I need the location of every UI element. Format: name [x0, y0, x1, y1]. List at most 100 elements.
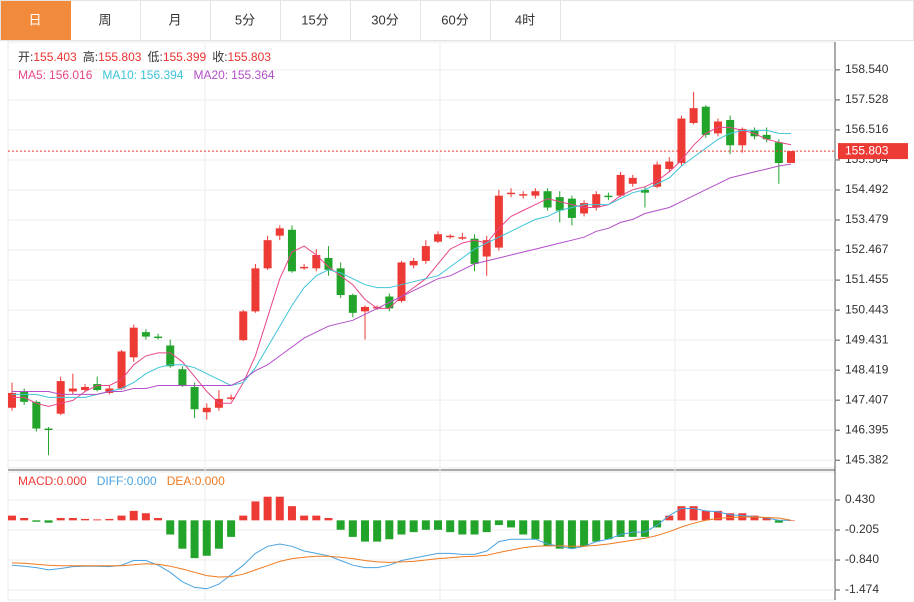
candle-body: [458, 237, 467, 239]
candle-body: [701, 106, 710, 135]
macd-bar: [373, 520, 382, 542]
macd-bar: [8, 515, 16, 521]
macd-bar: [653, 520, 662, 528]
macd-bar: [665, 515, 674, 521]
macd-bar: [32, 520, 41, 522]
macd-bar: [470, 520, 479, 535]
tab[interactable]: 周: [98, 12, 111, 27]
macd-bar: [543, 520, 552, 547]
ohlc-label: 低:: [147, 50, 162, 64]
macd-line: [11, 516, 792, 578]
ohlc-value: 155.403: [33, 50, 77, 64]
macd-bar: [214, 520, 223, 549]
candle-body: [141, 332, 150, 337]
candle-body: [726, 120, 735, 146]
macd-bar: [446, 520, 455, 533]
y-tick-label: 147.407: [845, 392, 889, 406]
macd-bar: [129, 510, 138, 521]
macd-bar: [287, 506, 296, 521]
macd-bar: [397, 520, 406, 535]
tab[interactable]: 5分: [235, 12, 255, 27]
ma-line: [12, 129, 792, 398]
candle-body: [324, 257, 333, 270]
last-price-label: 155.803: [845, 143, 889, 157]
tab[interactable]: 15分: [301, 12, 328, 27]
ohlc-label: 收:: [212, 50, 227, 64]
candle-body: [336, 268, 345, 296]
candle-body: [312, 255, 321, 269]
ohlc-label: 高:: [83, 49, 98, 64]
y-tick-label: 158.540: [845, 62, 889, 76]
tab-bar: [0, 0, 914, 41]
candle-body: [519, 194, 528, 196]
ohlc-legend: 开:155.403 高:155.803 低:155.399 收:155.803: [18, 49, 271, 64]
macd-bar: [56, 517, 65, 521]
macd-bar: [360, 520, 369, 542]
ohlc-value: 155.399: [163, 50, 207, 64]
macd-bar: [640, 520, 649, 537]
candle-body: [531, 191, 540, 196]
tab[interactable]: 4时: [515, 12, 535, 27]
macd-bar: [494, 520, 503, 526]
macd-bar: [93, 519, 102, 521]
candle-body: [300, 266, 309, 269]
macd-bar: [604, 520, 613, 540]
candle-body: [32, 401, 41, 429]
candle-body: [117, 351, 126, 389]
candle-body: [580, 203, 589, 214]
macd-bar: [713, 510, 722, 521]
ma-line: [12, 163, 792, 395]
macd-bar: [762, 517, 771, 521]
macd-bar: [312, 515, 321, 521]
candle-body: [446, 235, 455, 238]
candle-body: [409, 260, 418, 266]
ma-value: 156.394: [140, 68, 184, 82]
tab[interactable]: 日: [28, 12, 41, 27]
macd-label: MACD:: [18, 474, 57, 488]
candle-body: [604, 195, 613, 198]
candle-body: [494, 195, 503, 248]
ohlc-value: 155.803: [98, 50, 142, 64]
candle-body: [178, 369, 187, 386]
macd-bar: [202, 520, 211, 556]
y-tick-label: 0.430: [845, 492, 875, 506]
last-price-box: [838, 143, 908, 160]
candle-body: [507, 192, 516, 195]
candle-body: [287, 229, 296, 272]
macd-bar: [68, 517, 77, 521]
y-tick-label: 151.455: [845, 272, 889, 286]
tab[interactable]: 60分: [441, 12, 468, 27]
macd-bar: [750, 515, 759, 521]
candle-body: [592, 194, 601, 208]
y-tick-label: 148.419: [845, 362, 889, 376]
candle-body: [202, 407, 211, 413]
y-tick-label: -0.840: [845, 552, 879, 566]
macd-value: 0.000: [127, 474, 157, 488]
ma-label: MA5:: [18, 68, 46, 82]
macd-bar: [726, 513, 735, 521]
macd-bar: [592, 520, 601, 542]
main-frame: [7, 41, 836, 469]
ma-label: MA20:: [193, 68, 228, 82]
macd-bar: [263, 496, 272, 521]
candle-body: [640, 189, 649, 193]
candle-body: [275, 228, 284, 236]
candle-body: [373, 306, 382, 309]
macd-bar: [251, 501, 260, 521]
macd-bar: [482, 520, 491, 533]
macd-bar: [616, 520, 625, 537]
candle-body: [154, 336, 163, 339]
candle-body: [129, 327, 138, 358]
macd-bar: [275, 496, 284, 521]
macd-bar: [555, 520, 564, 549]
tab[interactable]: 月: [168, 12, 181, 27]
macd-bar: [385, 520, 394, 540]
macd-label: DEA:: [167, 474, 195, 488]
macd-bar: [507, 520, 516, 528]
candle-body: [762, 134, 771, 140]
candle-body: [738, 128, 747, 146]
tab[interactable]: 30分: [371, 12, 398, 27]
macd-bar: [105, 518, 114, 521]
candle-body: [44, 428, 53, 431]
